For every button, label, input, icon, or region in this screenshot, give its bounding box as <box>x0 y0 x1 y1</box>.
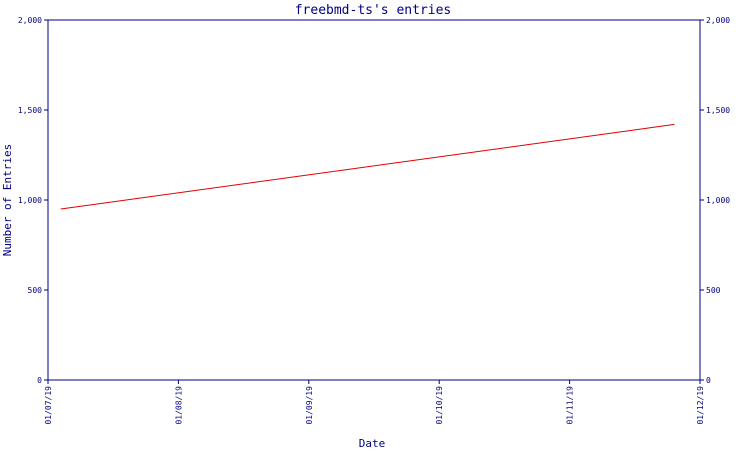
y-axis-label: Number of Entries <box>1 144 14 257</box>
series-layer <box>60 123 675 210</box>
y-tick-label-right: 1,000 <box>706 196 730 205</box>
chart-title: freebmd-ts's entries <box>295 3 452 18</box>
y-tick-label-left: 2,000 <box>18 16 42 25</box>
y-tick-label-left: 1,000 <box>18 196 42 205</box>
series-line <box>60 123 675 210</box>
x-tick-label: 01/12/19 <box>696 386 705 425</box>
y-tick-label-left: 1,500 <box>18 106 42 115</box>
x-tick-label: 01/08/19 <box>174 386 183 425</box>
x-tick-label: 01/07/19 <box>44 386 53 425</box>
x-tick-label: 01/10/19 <box>435 386 444 425</box>
x-axis-label: Date <box>359 437 386 450</box>
plot-frame <box>47 19 701 381</box>
y-tick-label-left: 500 <box>28 286 43 295</box>
y-axis-right: 0 500 1,000 1,500 2,000 <box>700 16 730 385</box>
x-tick-label: 01/09/19 <box>305 386 314 425</box>
y-tick-label-right: 2,000 <box>706 16 730 25</box>
x-axis: 01/07/19 01/08/19 01/09/19 01/10/19 01/11/19… <box>44 380 705 425</box>
y-tick-label-right: 1,500 <box>706 106 730 115</box>
y-axis-left: 0 500 1,000 1,500 2,000 <box>18 16 48 385</box>
y-tick-label-right: 500 <box>706 286 721 295</box>
x-tick-label: 01/11/19 <box>566 386 575 425</box>
y-tick-label-left: 0 <box>37 376 42 385</box>
y-tick-label-right: 0 <box>706 376 711 385</box>
